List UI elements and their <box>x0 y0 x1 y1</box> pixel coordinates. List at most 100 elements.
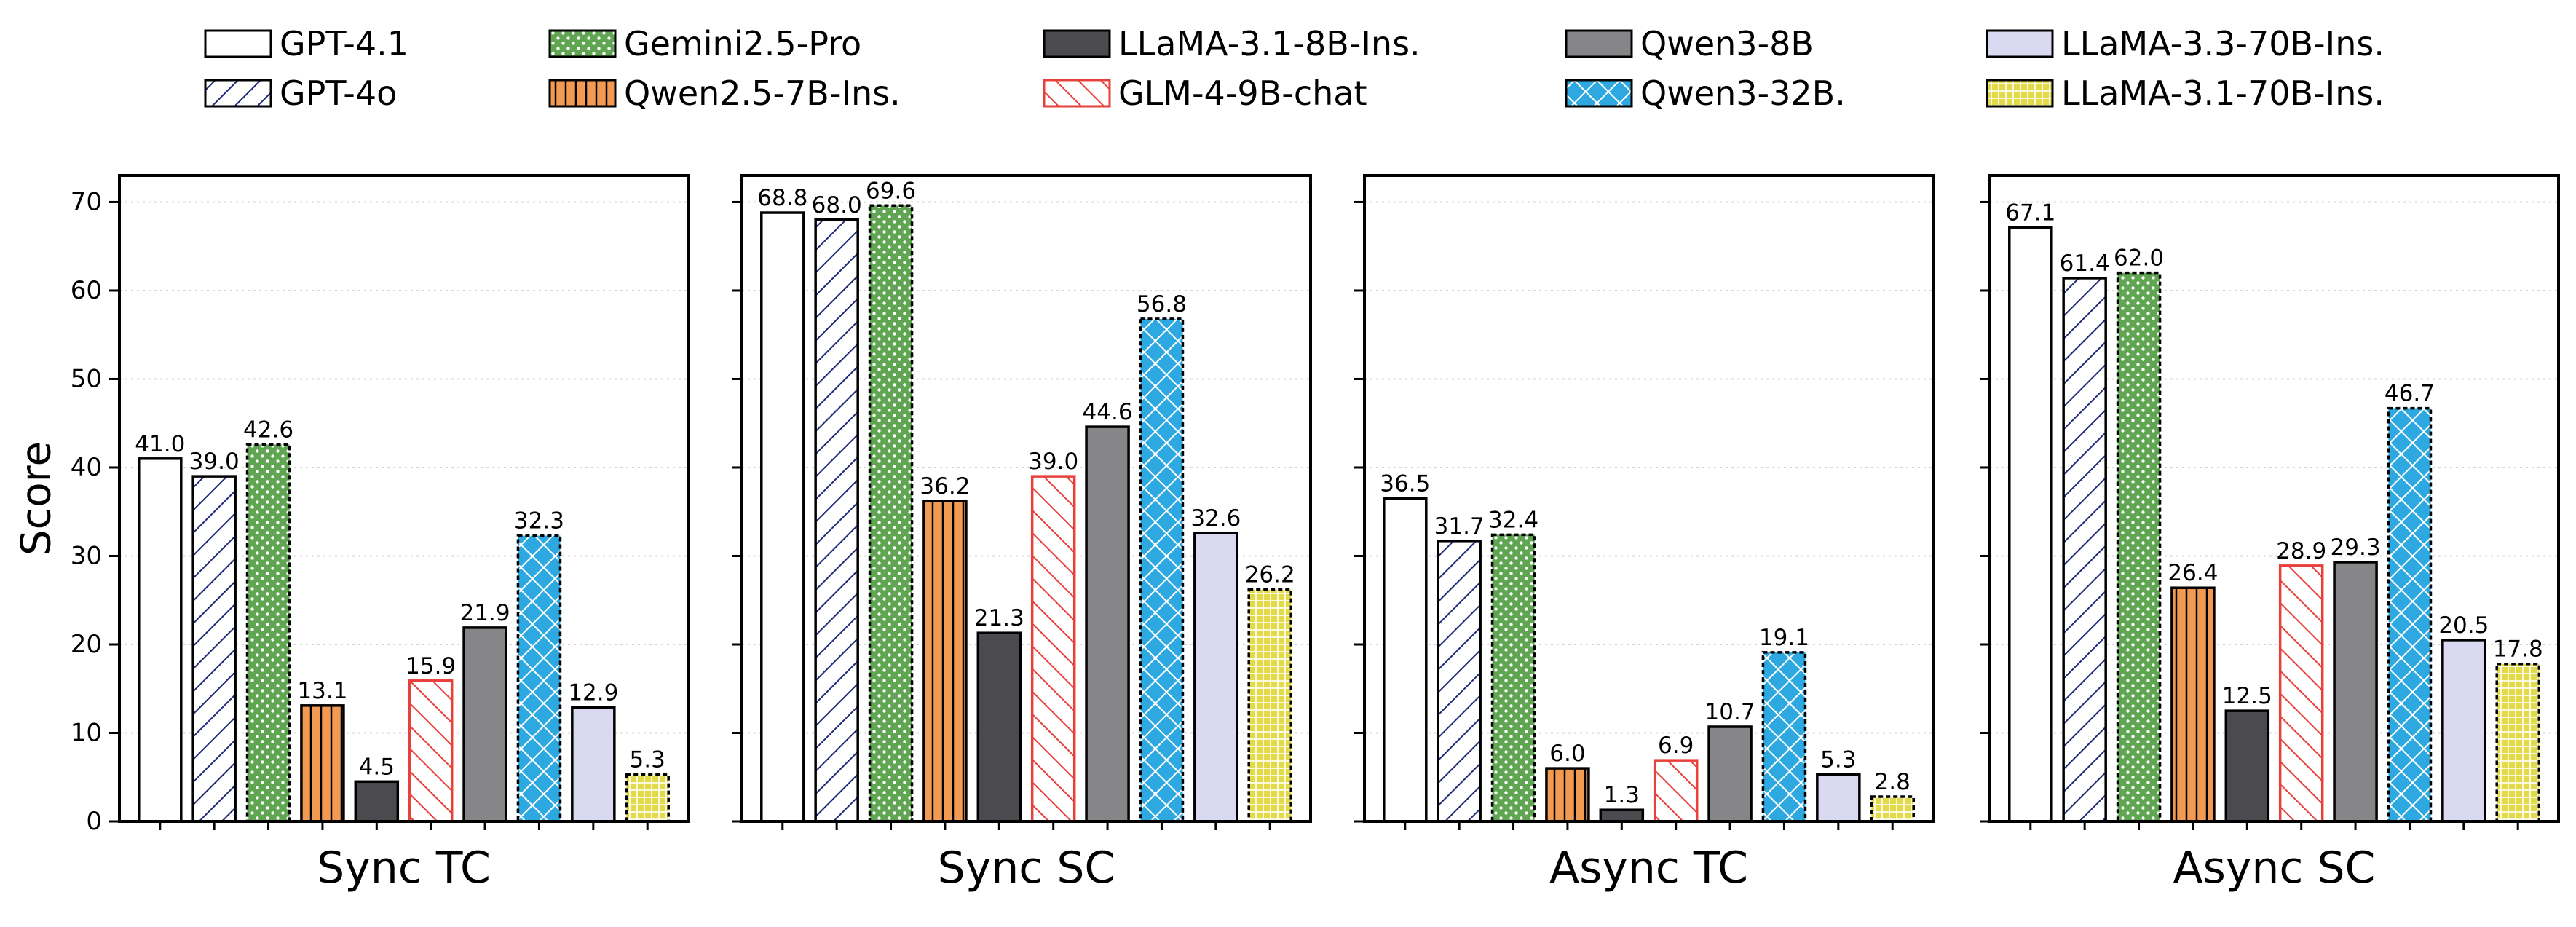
legend-label-gpt-4-1: GPT-4.1 <box>280 24 408 63</box>
legend-label-qwen2-5-7b-ins: Qwen2.5-7B-Ins. <box>624 74 901 113</box>
y-tick-label: 30 <box>71 541 102 570</box>
data-label: 36.2 <box>920 473 970 500</box>
bar-sync-tc-qwen3-32b <box>516 534 562 823</box>
panel-sync-sc: 68.8 68.069.6 36.2 21.3 39.044.6 56.8 32.6 26.2… <box>732 174 1312 894</box>
data-label: 10.7 <box>1705 699 1755 725</box>
data-label: 62.0 <box>2114 245 2164 272</box>
legend-label-qwen3-32b: Qwen3-32B. <box>1640 74 1846 113</box>
panel-title: Sync TC <box>317 843 491 894</box>
legend-label-llama-3-3-70b-ins: LLaMA-3.3-70B-Ins. <box>2061 24 2385 63</box>
panel-title: Async SC <box>2173 843 2376 894</box>
data-label: 26.4 <box>2168 560 2218 586</box>
y-tick-label: 20 <box>71 630 102 659</box>
data-label: 28.9 <box>2276 538 2326 564</box>
data-label: 4.5 <box>359 754 395 780</box>
bar-sync-sc-gpt-4o <box>814 218 859 823</box>
bar-sync-tc-llama-3-1-70b-ins <box>625 773 670 823</box>
panel-async-sc: 67.161.4 62.0 26.4 12.5 28.9 29.3 46.7 20.517.8… <box>1980 174 2560 894</box>
panel-frame <box>740 174 1312 823</box>
data-label: 39.0 <box>1028 449 1078 475</box>
data-label: 68.0 <box>812 192 862 218</box>
y-tick-label: 70 <box>71 187 102 216</box>
legend-swatch-qwen2-5-7b-ins <box>548 79 617 108</box>
bar-sync-tc-gemini2-5-pro <box>245 443 291 823</box>
bar-async-sc-qwen3-32b <box>2387 406 2433 823</box>
data-label: 6.9 <box>1658 733 1694 759</box>
bar-async-tc-gpt-4o <box>1437 540 1482 823</box>
data-label: 15.9 <box>406 653 456 679</box>
y-tick-label: 50 <box>71 364 102 393</box>
data-label: 6.0 <box>1549 741 1585 767</box>
bar-sync-sc-llama-3-3-70b-ins <box>1193 532 1238 823</box>
bar-sync-sc-llama-3-1-8b-ins <box>976 631 1022 823</box>
panel-frame <box>118 174 690 823</box>
bar-async-tc-gemini2-5-pro <box>1490 533 1536 823</box>
bar-async-sc-gemini2-5-pro <box>2116 271 2162 823</box>
chart-panels: 01020304050607041.039.042.613.14.515.921… <box>13 174 2560 894</box>
data-label: 31.7 <box>1434 513 1485 540</box>
data-label: 67.1 <box>2005 200 2055 226</box>
data-label: 20.5 <box>2438 612 2489 639</box>
bar-sync-sc-llama-3-1-70b-ins <box>1247 588 1292 823</box>
bar-async-sc-qwen2-5-7b-ins <box>2170 586 2216 823</box>
bar-async-sc-llama-3-1-8b-ins <box>2224 709 2270 823</box>
data-label: 32.3 <box>514 508 564 534</box>
data-label: 29.3 <box>2331 534 2381 561</box>
data-label: 13.1 <box>297 678 347 704</box>
bar-async-tc-glm-4-9b-chat <box>1653 759 1699 823</box>
data-label: 42.6 <box>243 417 293 443</box>
data-label: 26.2 <box>1245 562 1295 588</box>
bar-sync-sc-qwen3-32b <box>1139 317 1185 823</box>
legend-label-llama-3-1-8b-ins: LLaMA-3.1-8B-Ins. <box>1118 24 1421 63</box>
data-label: 46.7 <box>2385 381 2435 407</box>
data-label: 5.3 <box>1820 747 1856 773</box>
data-label: 5.3 <box>630 747 665 773</box>
y-tick-label: 40 <box>71 453 102 482</box>
data-label: 41.0 <box>135 431 185 457</box>
panel-title: Async TC <box>1549 843 1748 894</box>
bar-async-tc-gpt-4-1 <box>1383 497 1428 823</box>
bar-async-tc-llama-3-1-70b-ins <box>1870 795 1915 823</box>
bar-sync-sc-qwen3-8b <box>1085 425 1130 823</box>
bar-async-sc-glm-4-9b-chat <box>2278 564 2324 823</box>
bar-async-sc-llama-3-1-70b-ins <box>2495 662 2540 823</box>
data-label: 1.3 <box>1604 782 1640 808</box>
data-label: 21.9 <box>460 600 510 626</box>
legend-label-llama-3-1-70b-ins: LLaMA-3.1-70B-Ins. <box>2061 74 2385 113</box>
bar-sync-tc-llama-3-3-70b-ins <box>571 706 616 823</box>
bar-sync-tc-qwen2-5-7b-ins <box>300 704 345 823</box>
data-label: 68.8 <box>757 185 807 211</box>
legend-swatch-gemini2-5-pro <box>548 29 617 58</box>
y-tick-label: 0 <box>86 807 102 836</box>
legend-label-qwen3-8b: Qwen3-8B <box>1640 24 1814 63</box>
data-label: 32.4 <box>1488 507 1538 533</box>
data-label: 21.3 <box>974 605 1024 631</box>
y-axis-title: Score <box>13 441 60 556</box>
bar-async-tc-llama-3-3-70b-ins <box>1816 773 1861 823</box>
legend-swatch-gpt-4o <box>204 79 272 108</box>
bar-sync-sc-gpt-4-1 <box>760 211 805 823</box>
legend-swatch-qwen3-32b <box>1565 79 1633 108</box>
bar-async-tc-llama-3-1-8b-ins <box>1599 808 1645 823</box>
bar-sync-tc-gpt-4o <box>191 475 237 823</box>
data-label: 56.8 <box>1137 291 1187 317</box>
legend-swatch-gpt-4-1 <box>204 29 272 58</box>
bar-async-tc-qwen3-32b <box>1761 651 1807 823</box>
legend-swatch-glm-4-9b-chat <box>1043 79 1111 108</box>
data-label: 17.8 <box>2493 636 2543 663</box>
data-label: 2.8 <box>1875 769 1911 795</box>
bar-async-sc-llama-3-3-70b-ins <box>2441 639 2486 823</box>
bar-async-sc-gpt-4-1 <box>2008 226 2053 823</box>
legend-label-gpt-4o: GPT-4o <box>280 74 397 113</box>
bar-sync-tc-llama-3-1-8b-ins <box>354 780 400 823</box>
bar-async-tc-qwen3-8b <box>1707 725 1753 823</box>
panel-frame <box>1988 174 2560 823</box>
panel-sync-tc: 0 10 20 30 40 50 60 70 41.039.042.6 13.1 4.5 15.9 21… <box>71 174 690 894</box>
legend-swatch-llama-3-3-70b-ins <box>1986 29 2054 58</box>
legend: GPT-4.1 GPT-4o Gemini2.5-Pro Qwen2.5-7B-Ins… <box>204 24 2385 113</box>
bar-async-tc-qwen2-5-7b-ins <box>1545 767 1590 823</box>
bar-sync-sc-gemini2-5-pro <box>868 204 914 823</box>
bar-sync-tc-qwen3-8b <box>462 626 507 823</box>
